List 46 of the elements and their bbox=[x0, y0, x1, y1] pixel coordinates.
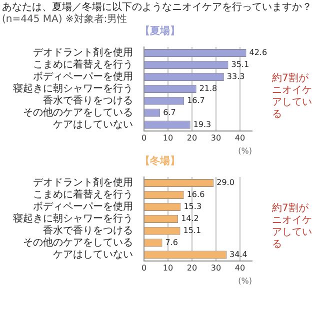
data-label: 16.7 bbox=[187, 96, 205, 105]
x-tick-label: 20 bbox=[186, 264, 198, 273]
data-label: 34.4 bbox=[230, 250, 248, 259]
data-label: 19.3 bbox=[193, 120, 212, 129]
data-label: 16.6 bbox=[186, 190, 205, 200]
x-tick-label: 40 bbox=[234, 134, 246, 143]
data-label: 33.3 bbox=[226, 72, 245, 82]
chart-subtitle: (n=445 MA) ※対象者:男性 bbox=[2, 14, 128, 26]
y-tick-label: 香水で香りをつける bbox=[43, 94, 133, 106]
y-tick-label: ケアはしていない bbox=[53, 249, 133, 260]
data-label: 14.2 bbox=[181, 214, 199, 223]
y-tick-label: こまめに着替えを行う bbox=[33, 188, 133, 201]
data-label: 15.3 bbox=[184, 202, 202, 212]
x-tick-label: 10 bbox=[162, 264, 174, 273]
data-label: 6.7 bbox=[163, 108, 176, 117]
chart-title: あなたは、夏場／冬場に以下のようなニオイケアを行っていますか？ bbox=[2, 2, 313, 14]
data-label: 7.6 bbox=[165, 238, 178, 247]
y-tick-label: ケアはしていない bbox=[53, 119, 133, 130]
y-tick-label: デオドラント剤を使用 bbox=[33, 176, 133, 189]
y-tick-label: ボディペーパーを使用 bbox=[33, 202, 133, 213]
x-tick-label: 0 bbox=[141, 264, 147, 273]
data-label: 29.0 bbox=[216, 178, 234, 188]
x-tick-label: 0 bbox=[141, 134, 147, 143]
y-tick-label: こまめに着替えを行う bbox=[33, 58, 133, 71]
y-tick-label: デオドラント剤を使用 bbox=[33, 46, 133, 59]
x-axis-title: (%) bbox=[238, 146, 252, 156]
x-tick-label: 30 bbox=[210, 264, 222, 273]
series-label: 【夏場】 bbox=[139, 26, 181, 38]
y-tick-label: その他のケアをしている bbox=[23, 106, 133, 118]
y-tick-label: ボディペーパーを使用 bbox=[33, 72, 133, 83]
x-tick-label: 20 bbox=[186, 134, 198, 143]
data-label: 15.1 bbox=[183, 226, 202, 235]
y-tick-label: 寝起きに朝シャワーを行う bbox=[13, 212, 133, 224]
series-label: 【冬場】 bbox=[139, 156, 181, 168]
text: 約7割がニオイケアしている bbox=[272, 203, 313, 251]
x-tick-label: 40 bbox=[234, 264, 246, 273]
data-label: 35.1 bbox=[231, 60, 250, 70]
x-axis-title: (%) bbox=[238, 276, 252, 286]
x-tick-label: 30 bbox=[210, 134, 222, 143]
y-tick-label: その他のケアをしている bbox=[23, 236, 133, 248]
text: 約7割がニオイケアしている bbox=[272, 73, 313, 121]
y-tick-label: 寝起きに朝シャワーを行う bbox=[13, 82, 133, 94]
data-label: 21.8 bbox=[199, 84, 218, 93]
x-tick-label: 10 bbox=[162, 134, 174, 143]
y-tick-label: 香水で香りをつける bbox=[43, 224, 133, 236]
data-label: 42.6 bbox=[249, 48, 268, 58]
